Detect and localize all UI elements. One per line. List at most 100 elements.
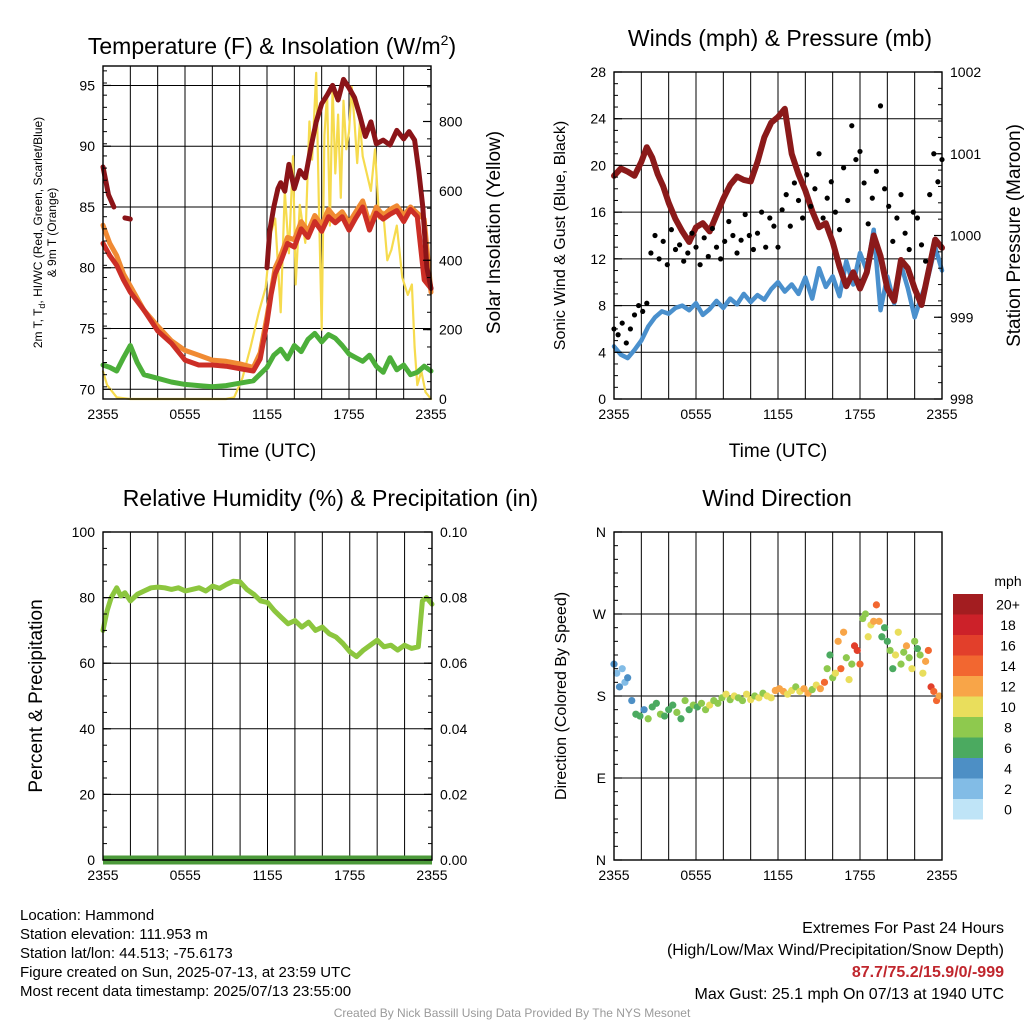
created-text: Figure created on Sun, 2025-07-13, at 23… <box>20 964 352 981</box>
direction-point <box>935 692 943 700</box>
direction-point <box>628 696 636 705</box>
left-tick-label: 40 <box>79 721 95 737</box>
direction-point <box>886 646 894 655</box>
gust-point <box>824 195 830 201</box>
direction-point <box>834 637 842 645</box>
direction-point <box>660 712 669 720</box>
left-tick-label: N <box>596 852 606 868</box>
gust-point <box>861 180 867 186</box>
gust-point <box>615 332 621 338</box>
direction-point <box>845 676 853 684</box>
gust-point <box>865 221 871 227</box>
direction-point <box>697 699 706 707</box>
gust-point <box>759 209 765 215</box>
chart-title: Temperature (F) & Insolation (W/m2) <box>88 32 456 59</box>
right-tick-label: 999 <box>950 309 974 325</box>
speed-legend: mph 20+ 18 16 14 12 10 8 6 4 2 0 <box>953 573 1022 820</box>
left-tick-label: 4 <box>598 344 606 360</box>
gust-point <box>771 223 777 229</box>
gust-point <box>718 256 724 262</box>
x-tick-label: 1755 <box>334 867 365 883</box>
location-text: Location: Hammond <box>20 907 155 924</box>
left-tick-label: 75 <box>79 321 95 337</box>
direction-point <box>878 633 886 641</box>
right-tick-label: 1000 <box>950 228 981 244</box>
left-tick-label: 28 <box>590 64 606 80</box>
direction-point <box>618 665 626 673</box>
left-tick-label: 95 <box>79 77 95 93</box>
gust-point <box>918 242 925 248</box>
legend-label: 2 <box>1004 781 1012 797</box>
gust-point <box>742 211 748 218</box>
gust-point <box>730 232 736 239</box>
left-tick-label: E <box>597 770 606 786</box>
direction-point <box>613 669 621 677</box>
legend-label: 18 <box>1000 617 1016 633</box>
humidity-panel: 2355 0555 1155 1755 23550204060801000.000.02… <box>26 485 538 883</box>
legend-swatch <box>953 717 983 738</box>
gust-point <box>894 215 900 221</box>
legend-label: 16 <box>1000 637 1016 653</box>
direction-point <box>872 601 881 609</box>
legend-swatch <box>953 676 983 697</box>
direction-point <box>722 690 730 698</box>
direction-point <box>837 665 845 673</box>
direction-point <box>870 617 878 625</box>
station-info: Location: Hammond Station elevation: 111… <box>20 906 351 1001</box>
x-tick-label: 2355 <box>598 867 629 883</box>
x-tick-label: 0555 <box>680 867 711 883</box>
direction-point <box>681 696 689 705</box>
x-tick-label: 2355 <box>415 406 446 422</box>
direction-point <box>911 637 919 645</box>
left-tick-label: 0 <box>598 391 606 407</box>
gust-point <box>644 300 650 306</box>
extremes-subtitle: (High/Low/Max Wind/Precipitation/Snow De… <box>666 942 1004 959</box>
x-axis-label: Time (UTC) <box>729 441 828 462</box>
direction-point <box>853 646 861 655</box>
gust-point <box>754 230 761 236</box>
direction-point <box>840 628 848 636</box>
gust-point <box>931 151 937 157</box>
legend-label: 20+ <box>996 596 1020 612</box>
x-tick-label: 1155 <box>252 867 282 883</box>
chart-title: Winds (mph) & Pressure (mb) <box>628 25 932 51</box>
right-tick-label: 600 <box>439 183 463 199</box>
direction-point <box>919 669 927 677</box>
direction-point <box>738 696 747 705</box>
direction-point <box>902 642 911 650</box>
gust-point <box>681 258 687 264</box>
gust-point <box>804 172 810 178</box>
x-tick-label: 1755 <box>844 406 875 422</box>
legend-label: 14 <box>1000 658 1016 674</box>
gust-point <box>705 253 711 260</box>
latlon-text: Station lat/lon: 44.513; -75.6173 <box>20 945 233 962</box>
right-tick-label: 1001 <box>950 146 981 162</box>
direction-point <box>640 706 648 714</box>
x-tick-label: 1155 <box>763 406 793 422</box>
meteogram-figure: 2355 0555 1155 1755 235570758085909502004006… <box>26 25 1024 883</box>
direction-point <box>820 678 829 686</box>
gust-point <box>726 218 732 225</box>
chart-title: Wind Direction <box>702 485 852 511</box>
temp-series-line-3 <box>100 76 434 291</box>
direction-point <box>913 645 922 653</box>
temp-series-line-2 <box>100 204 434 374</box>
direction-point <box>930 687 938 696</box>
right-tick-label: 0 <box>439 391 447 407</box>
gust-point <box>845 197 851 204</box>
gust-point <box>656 256 662 262</box>
gust-point <box>783 192 789 198</box>
gust-point <box>701 235 707 241</box>
gust-point <box>652 232 658 239</box>
left-tick-label: 8 <box>598 298 606 314</box>
gust-point <box>877 103 884 109</box>
pressure-line <box>611 105 945 308</box>
gust-point <box>689 230 695 236</box>
gust-point <box>882 186 888 192</box>
gust-point <box>914 215 921 221</box>
gust-point <box>812 186 818 192</box>
gust-point <box>697 262 703 268</box>
direction-point <box>848 660 856 668</box>
gust-point <box>857 148 863 155</box>
